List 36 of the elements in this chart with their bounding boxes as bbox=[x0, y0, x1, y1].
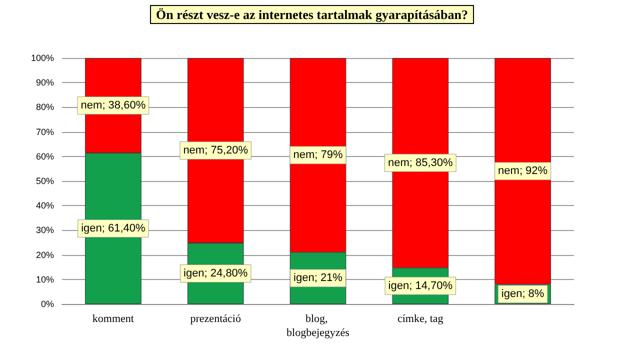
x-tick-label: prezentáció bbox=[190, 313, 242, 325]
series-label: igen bbox=[294, 272, 314, 284]
text: igen bbox=[501, 288, 522, 300]
y-tick-label: 40% bbox=[36, 200, 54, 211]
x-tick-label: címke, tag bbox=[397, 313, 444, 325]
x-tick-label: komment bbox=[92, 313, 134, 325]
chart-title: Ön részt vesz-e az internetes tartalmak gyarapításában? bbox=[156, 7, 468, 22]
text: nem bbox=[498, 165, 520, 178]
text: nem bbox=[80, 99, 102, 112]
y-tick-label: 60% bbox=[36, 151, 54, 162]
text: nem bbox=[388, 156, 410, 169]
series-label: nem bbox=[293, 149, 315, 162]
x-tick-label: blog, blogbejegyzés bbox=[286, 313, 350, 339]
y-tick-label: 50% bbox=[36, 176, 54, 186]
y-tick-label: 100% bbox=[30, 53, 54, 63]
y-tick-label: 80% bbox=[36, 102, 54, 112]
y-tick-label: 10% bbox=[36, 274, 54, 284]
data-label: ; 61,40% bbox=[102, 222, 146, 234]
data-label: ; 85,30% bbox=[409, 156, 454, 169]
y-tick-label: 90% bbox=[36, 78, 54, 88]
text: igen bbox=[388, 280, 410, 292]
text: igen bbox=[81, 222, 102, 234]
data-label: ; 38,60% bbox=[102, 99, 146, 112]
text: nem bbox=[183, 144, 205, 156]
data-label: ; 92% bbox=[519, 165, 548, 178]
data-label: ; 75,20% bbox=[204, 144, 248, 156]
y-tick-label: 30% bbox=[36, 225, 54, 236]
data-label: ; 21% bbox=[314, 272, 343, 284]
text: igen bbox=[183, 267, 204, 280]
y-tick-label: 70% bbox=[36, 126, 54, 137]
data-label: ; 24,80% bbox=[204, 267, 248, 280]
y-tick-label: 0% bbox=[40, 299, 54, 309]
data-label: ; 79% bbox=[314, 149, 343, 162]
y-tick-label: 20% bbox=[36, 250, 54, 260]
data-label: ; 14,70% bbox=[409, 280, 453, 292]
data-label: ; 8% bbox=[522, 288, 544, 300]
